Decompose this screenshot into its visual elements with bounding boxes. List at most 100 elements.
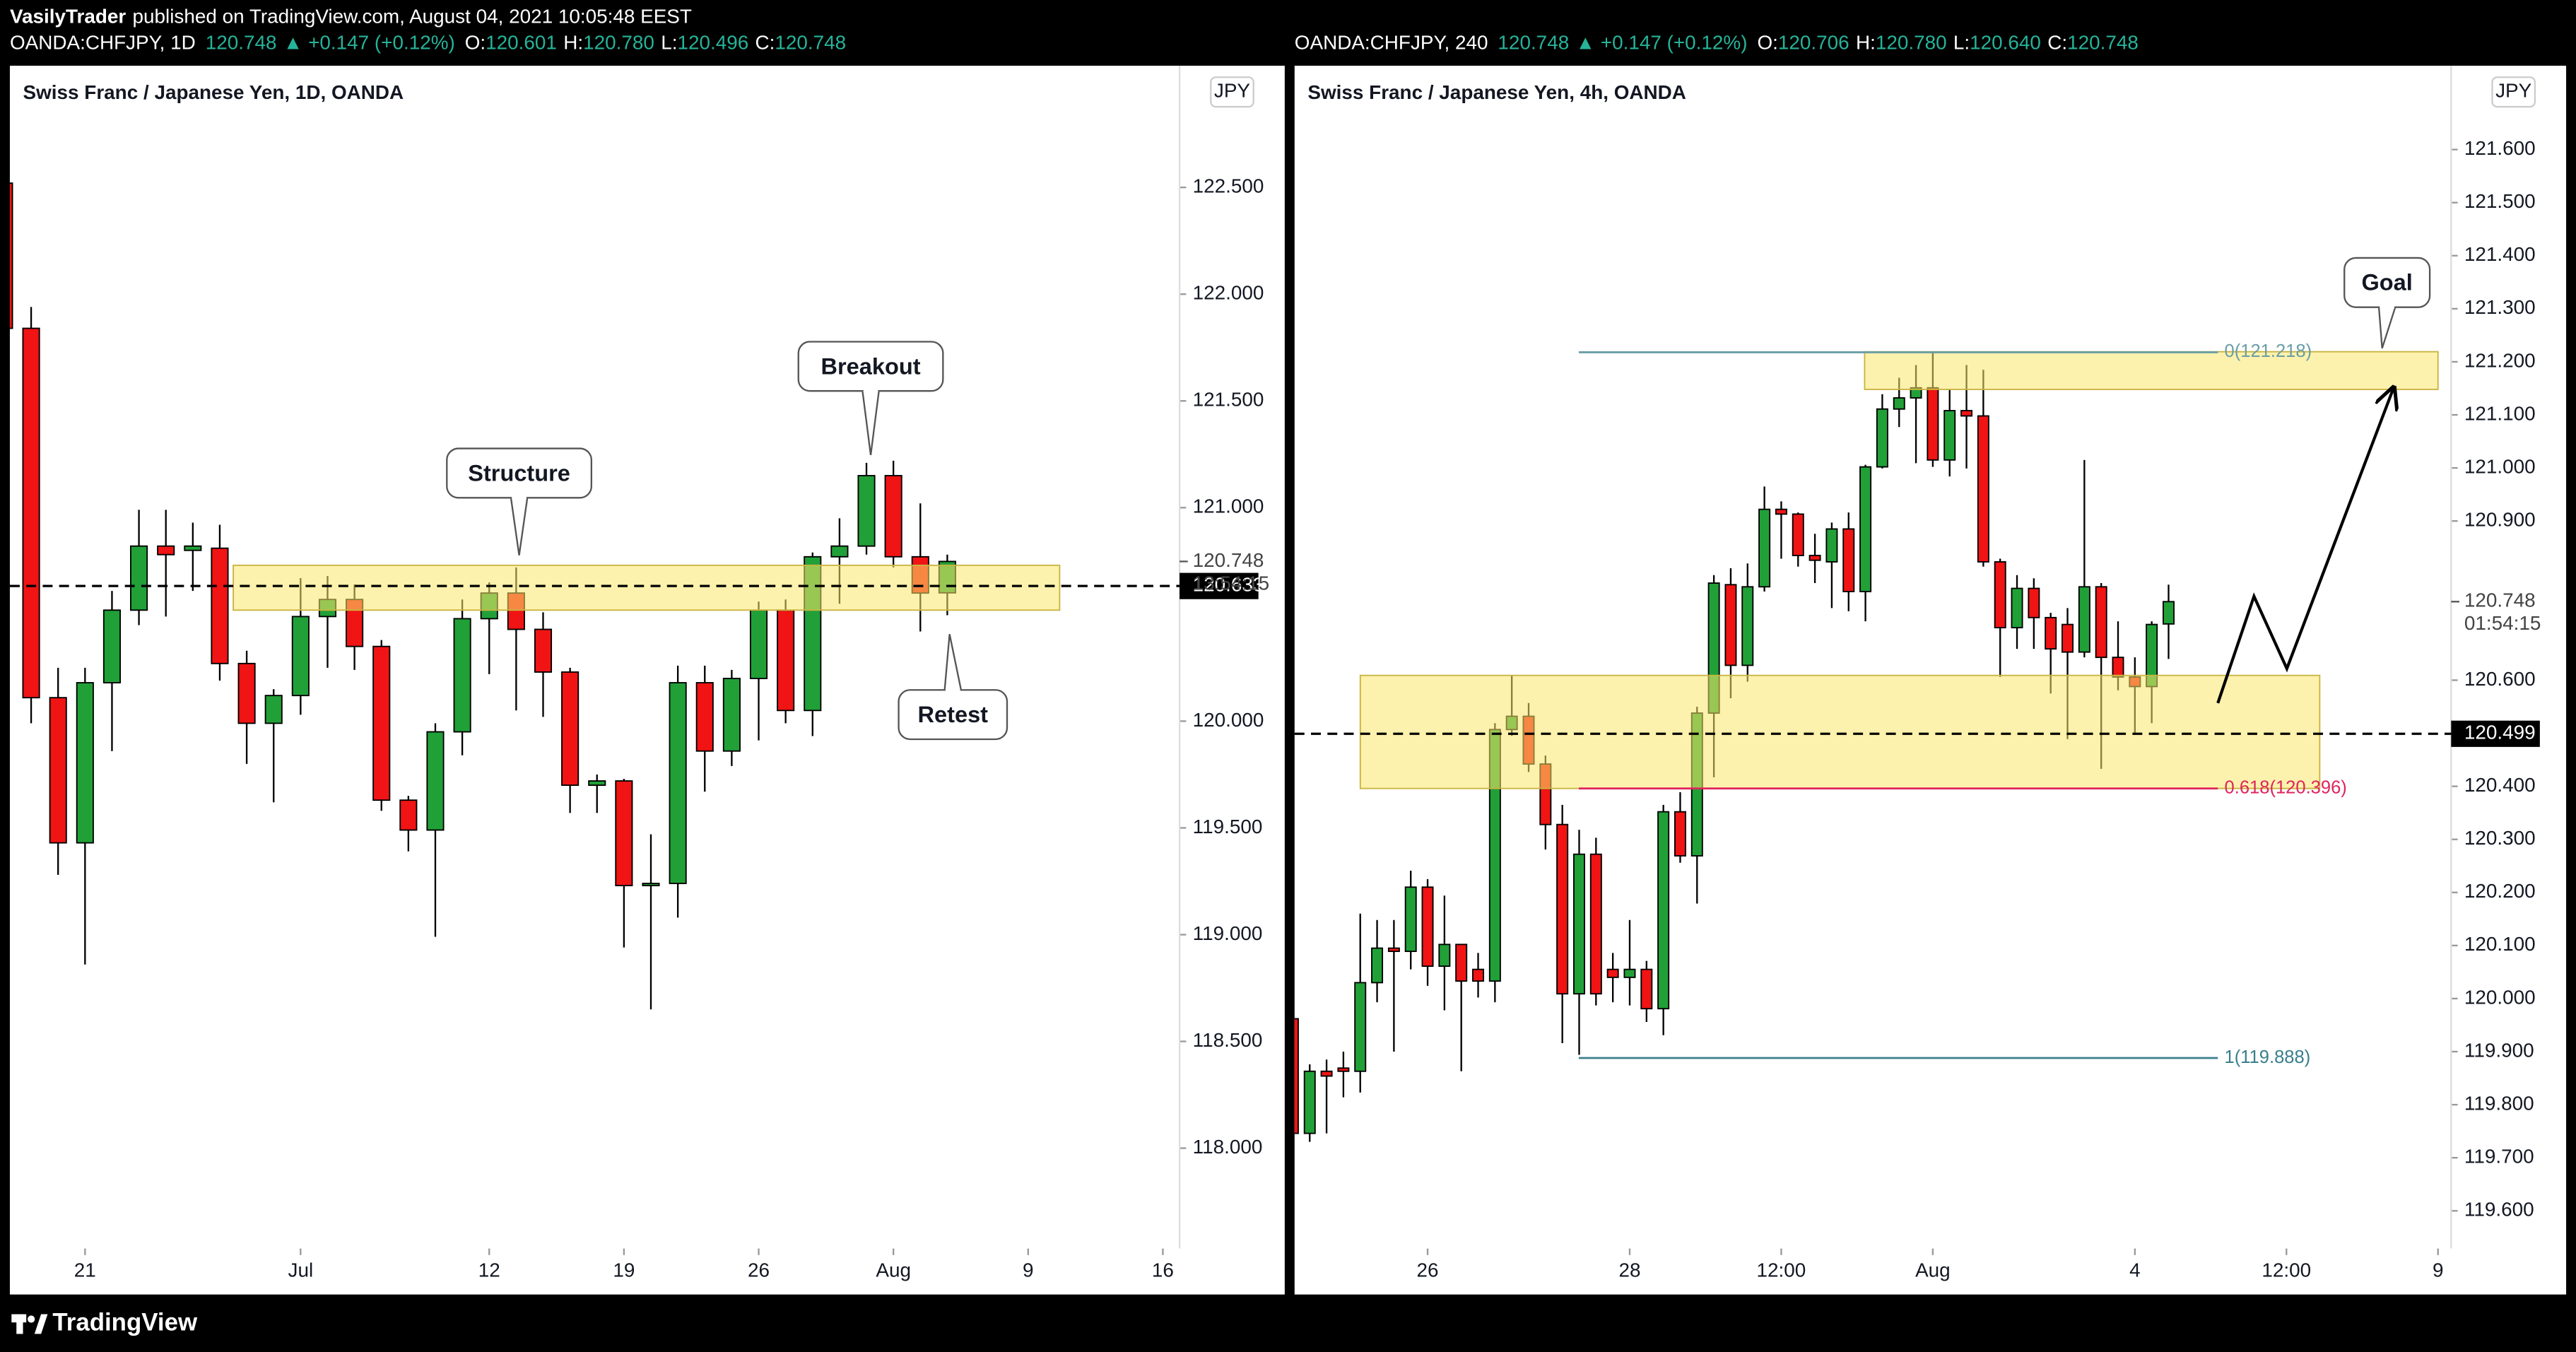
legend-ohlc-value: 120.706 [1778,32,1849,54]
y-tick-label: 120.900 [2464,509,2536,531]
legend-ohlc-value: 120.780 [1876,32,1947,54]
fib-label: 0(121.218) [2225,341,2312,361]
candle-body [1724,584,1737,666]
legend-ohlc-value: 120.640 [1970,32,2041,54]
candle-body [1294,1018,1299,1134]
legend-ohlc-value: 120.780 [583,32,654,54]
legend-ohlc-label: C: [2047,32,2067,54]
callout-pointer [510,498,529,556]
zone [233,564,1061,611]
candle-body [830,545,849,558]
y-tick-label: 118.000 [1193,1136,1263,1158]
publisher-line: VasilyTrader published on TradingView.com… [10,6,692,28]
price-line-label: 120.633 [1193,574,1264,596]
y-tick-label: 120.200 [2464,880,2536,902]
y-tick-label: 121.200 [2464,349,2536,371]
candle-body [1354,982,1367,1072]
callout-pointer [943,633,963,690]
legend: OANDA:CHFJPY, 240 120.748 ▲ +0.147 (+0.12%… [1295,32,2139,54]
callout-pointer [2377,307,2396,349]
currency-badge [1210,76,1254,108]
y-tick-label: 119.500 [1193,816,1263,837]
candle-body [291,616,310,697]
x-tick-label: 12:00 [1757,1259,1806,1281]
candle-body [237,662,256,724]
candle-body [722,678,741,752]
candle-body [130,545,148,611]
legend: OANDA:CHFJPY, 1D 120.748 ▲ +0.147 (+0.12%)… [10,32,846,54]
chart-title: Swiss Franc / Japanese Yen, 1D, OANDA [23,81,404,103]
x-tick-label: 26 [1417,1259,1439,1281]
candle-body [1775,508,1787,515]
callout-pointer [861,391,880,456]
legend-ohlc-label: L: [1953,32,1970,54]
legend-ohlc-label: O: [465,32,486,54]
candle-body [1606,968,1619,978]
candle-body [211,547,229,664]
candle-body [2062,623,2074,653]
y-tick-label: 119.600 [2464,1199,2534,1221]
y-tick-label: 122.500 [1193,175,1264,197]
legend-ohlc-value: 120.601 [486,32,557,54]
last-price-label: 120.748 [1193,549,1264,571]
candle-body [1438,944,1451,968]
x-tick-label: 12 [478,1259,500,1281]
candle-body [2112,657,2124,678]
candle-body [372,645,391,801]
candle-body [1556,823,1569,995]
candle-body [1927,387,1939,461]
y-tick-label: 121.300 [2464,296,2536,318]
y-tick-label: 119.900 [2464,1039,2534,1061]
candle-body [1404,886,1417,953]
candle-body [1741,586,1754,666]
y-tick-label: 120.000 [1193,709,1264,731]
y-tick-label: 121.000 [2464,455,2536,477]
x-tick-label: Aug [1915,1259,1951,1281]
x-tick-label: Aug [876,1259,911,1281]
y-tick-label: 121.400 [2464,243,2536,265]
candle-body [2163,601,2175,625]
y-tick-label: 120.000 [2464,986,2536,1008]
currency-badge [2491,76,2536,108]
candle-body [2028,587,2040,618]
candle-body [399,799,418,831]
currency: JPY [2495,80,2531,102]
candle-body [669,682,687,884]
last-price-label: 120.748 [2464,589,2536,611]
legend-change: ▲ +0.147 (+0.12%) [1576,32,1748,54]
y-tick-label: 121.500 [1193,389,1264,411]
published: published on TradingView.com, August 04,… [133,6,692,28]
candle-body [49,697,67,844]
y-tick-label: 118.500 [1193,1029,1263,1051]
fib-label: 1(119.888) [2225,1047,2311,1067]
candle-body [1994,561,2006,629]
projection-arrow [2216,388,2394,704]
candle-body [1758,508,1771,588]
x-tick-label: 9 [1023,1259,1034,1281]
x-tick-label: Jul [288,1259,314,1281]
candle-body [1825,528,1838,563]
countdown: 13:54:15 [1193,572,1270,594]
legend-ohlc-value: 120.748 [775,32,846,54]
candle-body [9,182,13,329]
candle-body [1421,886,1434,968]
y-tick-label: 120.100 [2464,933,2536,955]
callout-text: Retest [918,702,989,727]
x-tick-label: 28 [1618,1259,1640,1281]
candle-body [1674,811,1686,857]
candle-body [561,671,580,786]
candle-body [22,327,40,699]
candle-body [1337,1067,1350,1072]
price-line-label: 120.499 [2464,722,2536,743]
candle-body [1893,397,1905,410]
logo-part [28,1315,35,1323]
candle-body [1809,555,1821,561]
y-tick-label: 121.000 [1193,495,1264,517]
y-tick-label: 120.600 [2464,668,2536,690]
candle-body [1657,811,1670,1010]
legend-ohlc-label: O: [1757,32,1777,54]
y-tick-label: 121.500 [2464,190,2536,212]
legend-price: 120.748 [1498,32,1569,54]
legend-ohlc-value: 120.748 [2067,32,2139,54]
candle-body [1387,947,1400,953]
